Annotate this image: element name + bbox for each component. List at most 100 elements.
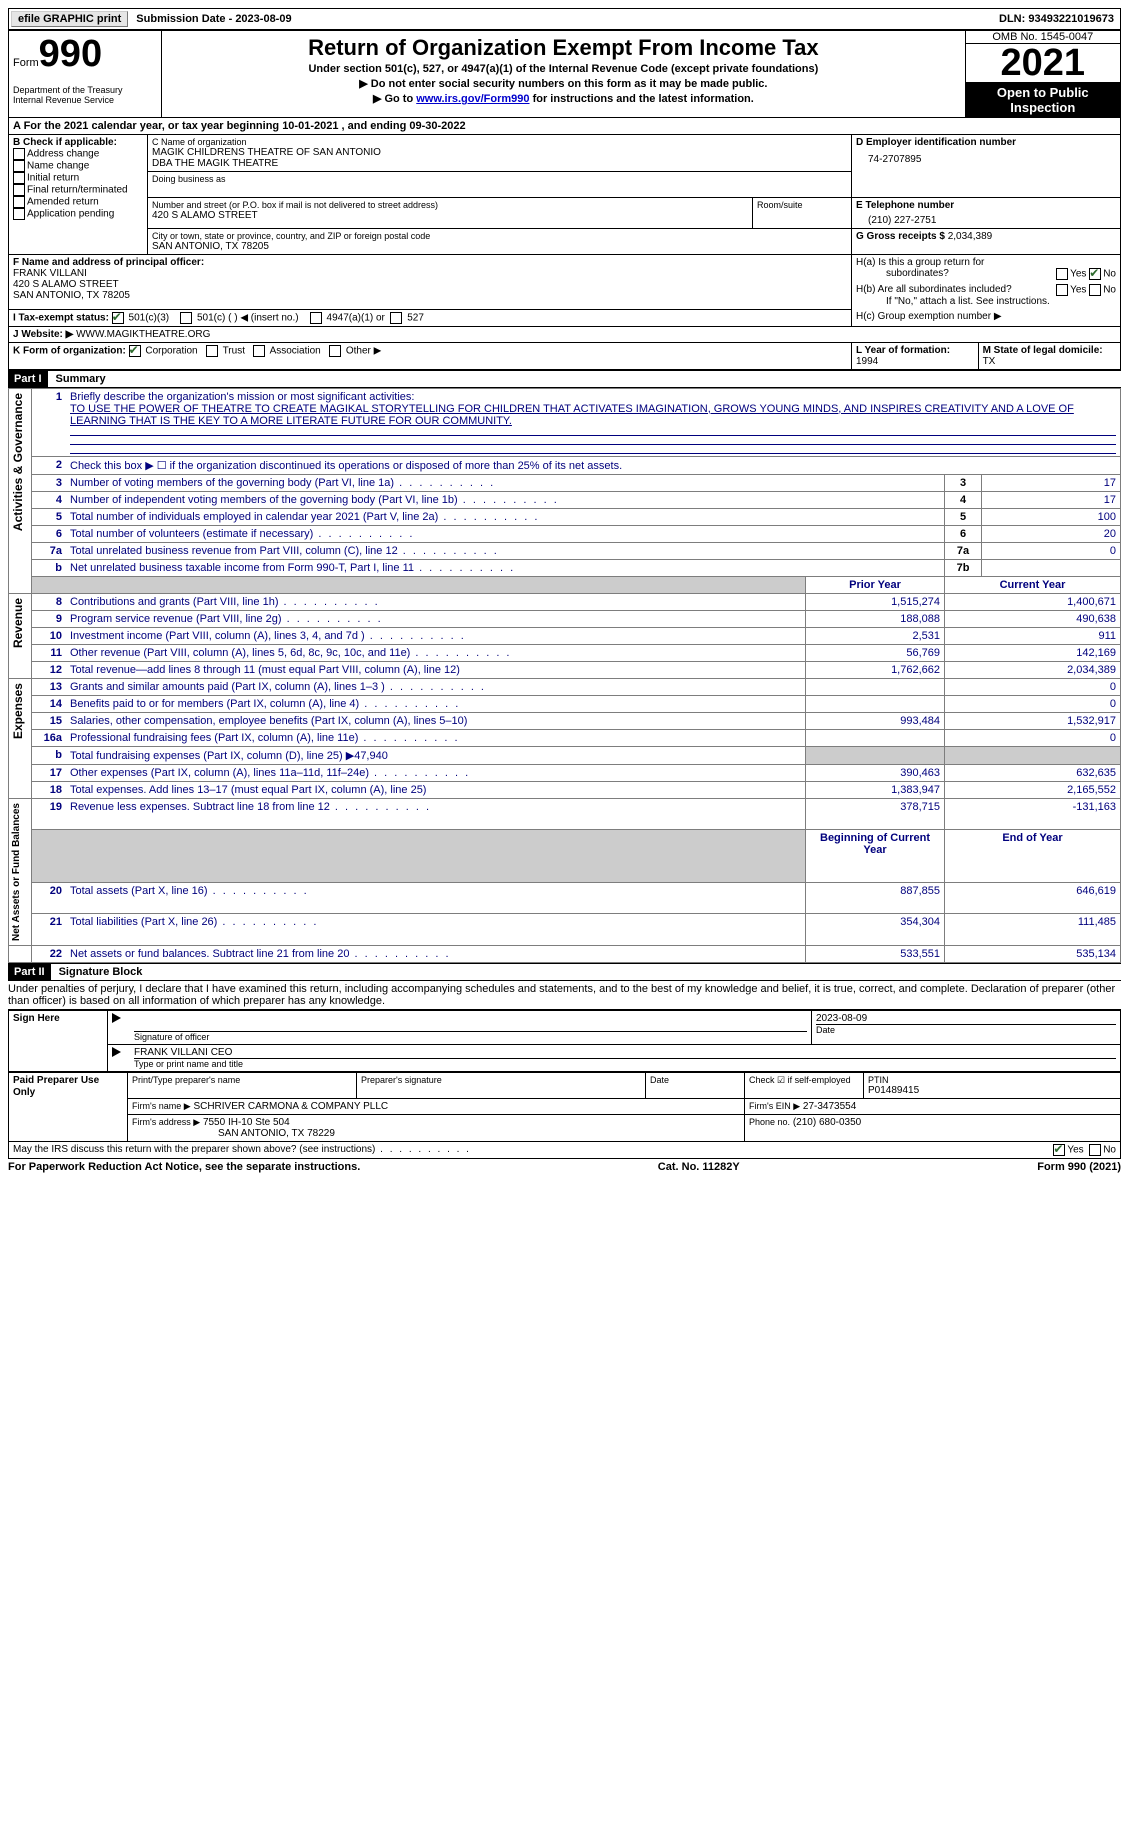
l15-text: Salaries, other compensation, employee b… — [66, 712, 806, 729]
other-checkbox[interactable] — [329, 345, 341, 357]
l10-text: Investment income (Part VIII, column (A)… — [66, 627, 806, 644]
part-i-tag: Part I — [8, 371, 48, 387]
box-f-label: F Name and address of principal officer: — [13, 257, 847, 268]
app-pending-checkbox[interactable] — [13, 208, 25, 220]
assoc-checkbox[interactable] — [253, 345, 265, 357]
irs-link[interactable]: www.irs.gov/Form990 — [416, 93, 529, 105]
dln-label: DLN: 93493221019673 — [999, 13, 1114, 25]
top-toolbar: efile GRAPHIC print Submission Date - 20… — [8, 8, 1121, 30]
l16a-text: Professional fundraising fees (Part IX, … — [66, 729, 806, 746]
summary-table: Activities & Governance 1 Briefly descri… — [8, 388, 1121, 963]
final-return-checkbox[interactable] — [13, 184, 25, 196]
city-label: City or town, state or province, country… — [152, 231, 847, 241]
irs-label: Internal Revenue Service — [13, 95, 157, 105]
box-j-label: J Website: ▶ — [13, 329, 73, 340]
discuss-no-checkbox[interactable] — [1089, 1144, 1101, 1156]
hb-no-checkbox[interactable] — [1089, 284, 1101, 296]
paid-preparer-table: Paid Preparer Use Only Print/Type prepar… — [8, 1072, 1121, 1159]
l19-curr: -131,163 — [945, 798, 1121, 829]
form-subtitle-1: Under section 501(c), 527, or 4947(a)(1)… — [166, 63, 960, 75]
firm-phone-label: Phone no. — [749, 1117, 790, 1127]
hb-no-label: No — [1103, 285, 1116, 296]
current-year-hdr: Current Year — [945, 576, 1121, 593]
firm-phone-value: (210) 680-0350 — [793, 1117, 861, 1128]
l21-text: Total liabilities (Part X, line 26) — [66, 914, 806, 945]
type-name-label: Type or print name and title — [134, 1058, 1116, 1069]
501c3-checkbox[interactable] — [112, 312, 124, 324]
l8-prior: 1,515,274 — [806, 593, 945, 610]
prep-date-label: Date — [650, 1075, 740, 1085]
box-m-label: M State of legal domicile: — [983, 345, 1103, 356]
l21-curr: 111,485 — [945, 914, 1121, 945]
addr-change-checkbox[interactable] — [13, 148, 25, 160]
corp-checkbox[interactable] — [129, 345, 141, 357]
l3-text: Number of voting members of the governin… — [66, 474, 945, 491]
l15-curr: 1,532,917 — [945, 712, 1121, 729]
submission-date: Submission Date - 2023-08-09 — [136, 13, 999, 25]
l13-curr: 0 — [945, 678, 1121, 695]
prep-sig-label: Preparer's signature — [361, 1075, 641, 1085]
begin-year-hdr: Beginning of Current Year — [806, 829, 945, 882]
form-label: Form — [13, 57, 39, 69]
l19-prior: 378,715 — [806, 798, 945, 829]
ha-no-checkbox[interactable] — [1089, 268, 1101, 280]
part-ii-tag: Part II — [8, 964, 51, 980]
l4-val: 17 — [982, 491, 1121, 508]
501c-label: 501(c) ( ) ◀ (insert no.) — [197, 312, 299, 323]
ptin-value: P01489415 — [868, 1085, 1116, 1096]
amended-return-checkbox[interactable] — [13, 196, 25, 208]
l20-curr: 646,619 — [945, 883, 1121, 914]
hc-label: H(c) Group exemption number ▶ — [856, 311, 1002, 322]
l20-text: Total assets (Part X, line 16) — [66, 883, 806, 914]
l6-val: 20 — [982, 525, 1121, 542]
ha-line2: subordinates? — [856, 268, 949, 280]
firm-addr1: 7550 IH-10 Ste 504 — [203, 1117, 290, 1128]
l10-prior: 2,531 — [806, 627, 945, 644]
footer-right: Form 990 (2021) — [1037, 1161, 1121, 1173]
dba-label: Doing business as — [152, 174, 847, 184]
box-c-label: C Name of organization — [152, 137, 847, 147]
paid-preparer-label: Paid Preparer Use Only — [9, 1072, 128, 1141]
l16a-prior — [806, 729, 945, 746]
l7b-text: Net unrelated business taxable income fr… — [66, 559, 945, 576]
l1-label: Briefly describe the organization's miss… — [70, 391, 414, 403]
hb-yes-checkbox[interactable] — [1056, 284, 1068, 296]
l9-prior: 188,088 — [806, 610, 945, 627]
part-ii-title: Signature Block — [51, 966, 143, 978]
ptin-label: PTIN — [868, 1075, 1116, 1085]
box-e-label: E Telephone number — [856, 200, 1116, 211]
part-i-title: Summary — [48, 373, 106, 385]
l5-text: Total number of individuals employed in … — [66, 508, 945, 525]
form-subtitle-3: ▶ Go to www.irs.gov/Form990 for instruct… — [166, 92, 960, 105]
l13-prior — [806, 678, 945, 695]
assoc-label: Association — [270, 345, 321, 356]
name-change-checkbox[interactable] — [13, 160, 25, 172]
addr-label: Number and street (or P.O. box if mail i… — [152, 200, 748, 210]
efile-print-button[interactable]: efile GRAPHIC print — [11, 11, 128, 27]
gross-receipts: 2,034,389 — [948, 231, 993, 242]
ein-value: 74-2707895 — [856, 148, 1116, 165]
l17-curr: 632,635 — [945, 764, 1121, 781]
l1-text: TO USE THE POWER OF THEATRE TO CREATE MA… — [70, 403, 1074, 427]
527-checkbox[interactable] — [390, 312, 402, 324]
firm-ein-label: Firm's EIN ▶ — [749, 1101, 800, 1111]
ha-yes-checkbox[interactable] — [1056, 268, 1068, 280]
goto-prefix: ▶ Go to — [373, 93, 416, 105]
form-title: Return of Organization Exempt From Incom… — [166, 35, 960, 61]
4947-checkbox[interactable] — [310, 312, 322, 324]
box-i-label: I Tax-exempt status: — [13, 312, 109, 323]
amended-return-label: Amended return — [27, 197, 99, 208]
app-pending-label: Application pending — [27, 209, 114, 220]
l18-prior: 1,383,947 — [806, 781, 945, 798]
initial-return-checkbox[interactable] — [13, 172, 25, 184]
sig-date-label: Date — [816, 1024, 1116, 1035]
firm-name-label: Firm's name ▶ — [132, 1101, 191, 1111]
trust-checkbox[interactable] — [206, 345, 218, 357]
part-i-header: Part I Summary — [8, 370, 1121, 388]
l10-curr: 911 — [945, 627, 1121, 644]
end-year-hdr: End of Year — [945, 829, 1121, 882]
l15-prior: 993,484 — [806, 712, 945, 729]
discuss-yes-checkbox[interactable] — [1053, 1144, 1065, 1156]
501c-checkbox[interactable] — [180, 312, 192, 324]
side-net-label: Net Assets or Fund Balances — [9, 799, 24, 945]
